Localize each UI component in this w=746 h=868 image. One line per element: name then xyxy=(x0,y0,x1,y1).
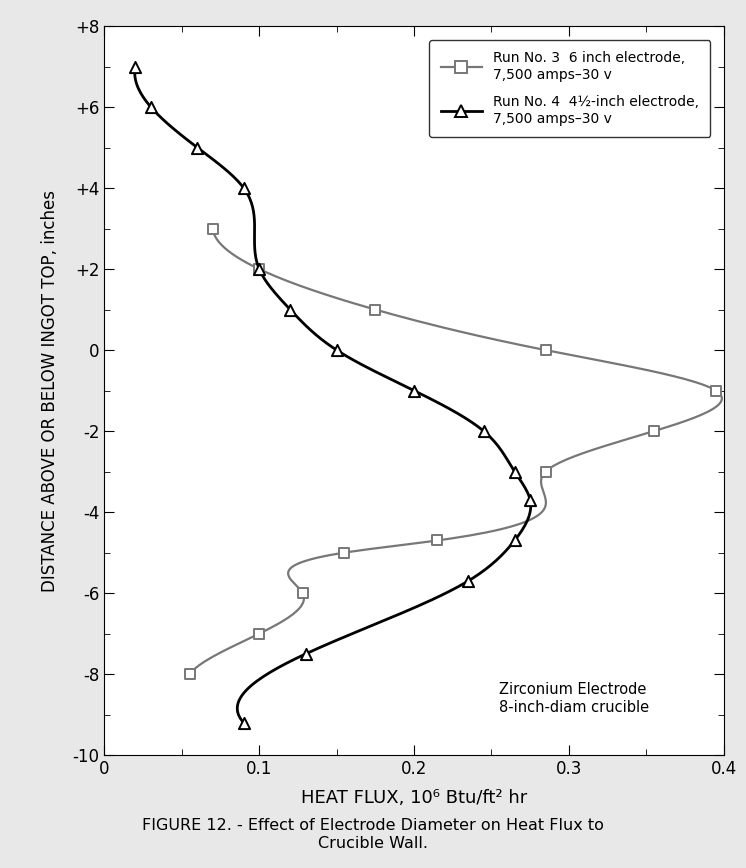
Point xyxy=(509,534,521,548)
Point xyxy=(369,303,381,317)
Point xyxy=(710,384,722,398)
Point xyxy=(145,100,157,114)
Point xyxy=(238,716,250,730)
Point xyxy=(130,60,142,74)
Point xyxy=(254,262,266,276)
Point xyxy=(284,303,296,317)
X-axis label: HEAT FLUX, 10⁶ Btu/ft² hr: HEAT FLUX, 10⁶ Btu/ft² hr xyxy=(301,789,527,807)
Text: Zirconium Electrode
8-inch-diam crucible: Zirconium Electrode 8-inch-diam crucible xyxy=(499,682,649,714)
Point xyxy=(539,343,551,357)
Point xyxy=(184,667,195,681)
Text: FIGURE 12. - Effect of Electrode Diameter on Heat Flux to
Crucible Wall.: FIGURE 12. - Effect of Electrode Diamete… xyxy=(142,819,604,851)
Point xyxy=(238,181,250,195)
Point xyxy=(509,464,521,478)
Point xyxy=(330,343,342,357)
Point xyxy=(297,586,309,600)
Point xyxy=(408,384,420,398)
Point xyxy=(539,464,551,478)
Legend: Run No. 3  6 inch electrode,
7,500 amps–30 v, Run No. 4  4½-inch electrode,
7,50: Run No. 3 6 inch electrode, 7,500 amps–3… xyxy=(430,40,710,137)
Point xyxy=(339,546,351,560)
Point xyxy=(463,574,474,588)
Point xyxy=(254,262,266,276)
Y-axis label: DISTANCE ABOVE OR BELOW INGOT TOP, inches: DISTANCE ABOVE OR BELOW INGOT TOP, inche… xyxy=(41,189,59,592)
Point xyxy=(524,493,536,507)
Point xyxy=(254,627,266,641)
Point xyxy=(207,221,219,235)
Point xyxy=(431,534,443,548)
Point xyxy=(300,647,312,661)
Point xyxy=(648,424,660,438)
Point xyxy=(191,141,203,155)
Point xyxy=(477,424,489,438)
